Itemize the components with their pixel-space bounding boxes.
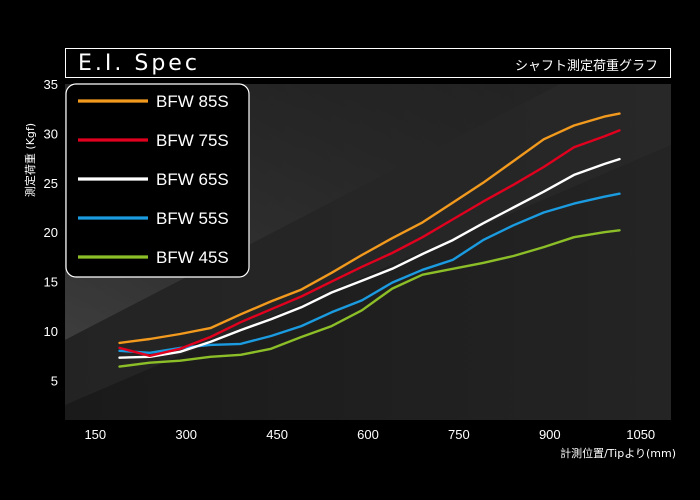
- x-axis-label: 計測位置/Tipより(mm): [560, 446, 676, 460]
- y-tick-label: 5: [51, 373, 58, 388]
- chart-header: E.I. Spec シャフト測定荷重グラフ: [65, 48, 671, 78]
- x-tick-label: 900: [539, 427, 561, 442]
- series-line-bfw-55s: [118, 192, 621, 354]
- x-tick-label: 150: [84, 427, 106, 442]
- x-tick-label: 600: [357, 427, 379, 442]
- legend-entry-label: BFW 45S: [156, 248, 229, 267]
- y-tick-label: 15: [44, 275, 58, 290]
- y-tick-label: 25: [44, 176, 58, 191]
- y-tick-label: 35: [44, 77, 58, 92]
- series-line-bfw-75s: [118, 129, 621, 357]
- chart-title: E.I. Spec: [78, 51, 200, 76]
- y-axis-label: 測定荷重 (Kgf): [23, 123, 37, 197]
- x-tick-label: 750: [448, 427, 470, 442]
- series-line-bfw-65s: [118, 157, 621, 359]
- series-line-bfw-45s: [118, 229, 621, 368]
- y-tick-label: 10: [44, 324, 58, 339]
- y-tick-label: 20: [44, 225, 58, 240]
- chart-subtitle: シャフト測定荷重グラフ: [514, 59, 658, 74]
- y-tick-label: 30: [44, 126, 58, 141]
- x-tick-label: 300: [175, 427, 197, 442]
- legend-entry-label: BFW 55S: [156, 209, 229, 228]
- legend-entry-label: BFW 75S: [156, 131, 229, 150]
- legend-entry-label: BFW 65S: [156, 170, 229, 189]
- series-line-bfw-85s: [118, 112, 621, 345]
- x-tick-label: 1050: [626, 427, 655, 442]
- legend-box: [65, 83, 250, 278]
- legend-entry-label: BFW 85S: [156, 92, 229, 111]
- x-tick-label: 450: [266, 427, 288, 442]
